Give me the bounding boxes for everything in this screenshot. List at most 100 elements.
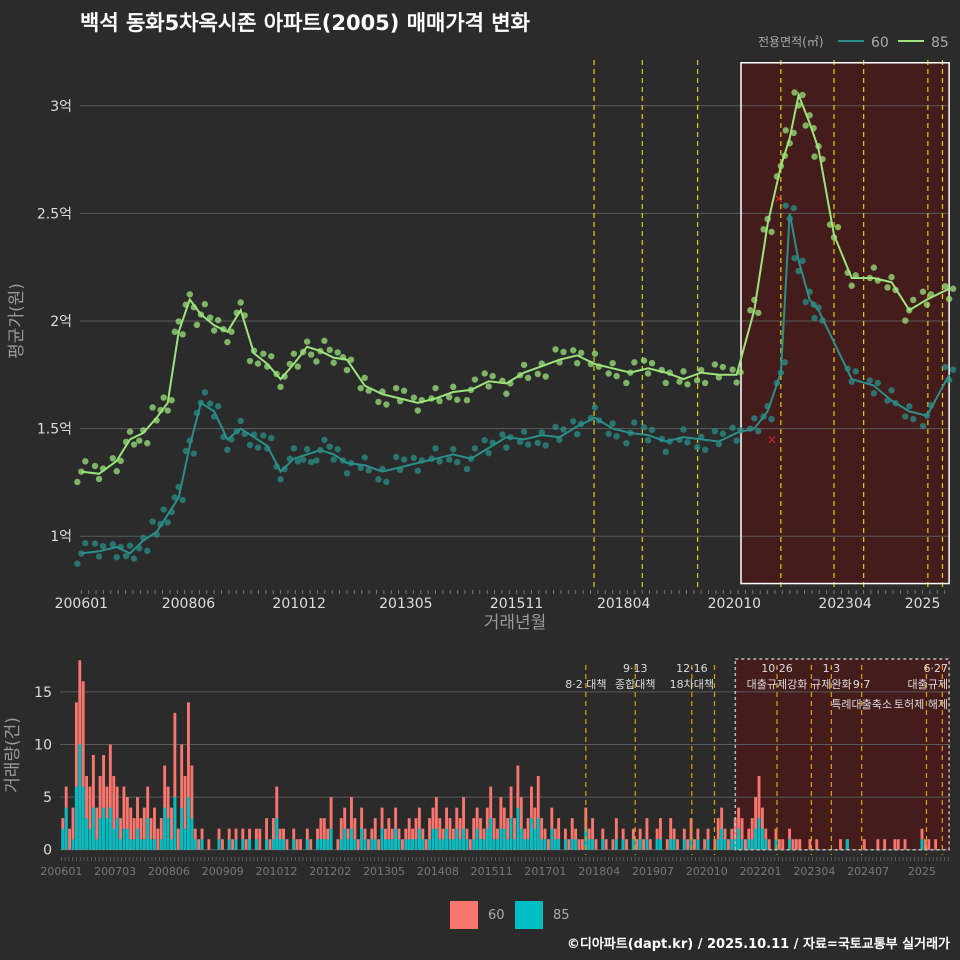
price-point-60 <box>516 438 524 446</box>
policy-annotation: 8·2 대책 <box>565 678 606 691</box>
volume-bar-60 <box>400 839 404 850</box>
price-point-85 <box>631 359 638 366</box>
price-point-85 <box>410 394 418 401</box>
price-point-60 <box>802 298 809 306</box>
price-point-85 <box>949 285 957 292</box>
policy-annotation: 종합대책 <box>615 678 655 691</box>
price-point-85 <box>919 288 927 295</box>
volume-bar-85 <box>492 839 496 850</box>
price-point-60 <box>307 458 315 466</box>
price-point-60 <box>485 449 492 457</box>
price-point-60 <box>436 458 443 465</box>
price-point-60 <box>648 426 656 434</box>
price-point-85 <box>432 384 439 392</box>
volume-bar-85 <box>394 828 398 850</box>
price-line-60 <box>81 213 950 555</box>
price-point-85 <box>884 284 891 291</box>
price-point-85 <box>414 407 422 414</box>
volume-bar-85 <box>472 839 476 850</box>
volume-bar-60 <box>153 807 156 850</box>
red-marker: × <box>774 191 784 205</box>
price-point-85 <box>768 228 775 236</box>
volume-bar-85 <box>672 839 676 850</box>
price-point-85 <box>902 317 909 324</box>
price-point-60 <box>613 433 620 440</box>
volume-bar-60 <box>367 839 370 850</box>
price-point-60 <box>609 420 616 427</box>
price-point-60 <box>149 518 156 525</box>
volume-bar-85 <box>591 839 595 850</box>
volume-bar-60 <box>557 818 561 850</box>
price-point-85 <box>290 350 298 357</box>
volume-bar-85 <box>455 828 459 850</box>
price-point-60 <box>605 430 612 437</box>
volume-bar-60 <box>934 839 938 850</box>
price-point-85 <box>609 359 616 367</box>
volume-bar-85 <box>326 839 330 850</box>
x-tick-label: 2025 <box>905 596 941 612</box>
volume-bar-85 <box>563 839 567 850</box>
volume-bar-60 <box>669 818 673 850</box>
volume-bar-85 <box>305 839 309 850</box>
volume-bar-85 <box>292 839 296 850</box>
volume-bar-85 <box>485 828 489 850</box>
volume-bar-85 <box>526 839 530 850</box>
volume-bar-60 <box>91 755 95 850</box>
price-point-60 <box>268 434 275 442</box>
price-point-60 <box>82 539 89 547</box>
price-point-60 <box>171 494 178 501</box>
y-tick-label: 2.5억 <box>37 206 72 222</box>
volume-bar-60 <box>903 839 907 850</box>
price-point-60 <box>260 432 267 439</box>
price-point-60 <box>290 445 298 452</box>
price-point-60 <box>556 436 563 443</box>
volume-bar-60 <box>519 797 523 850</box>
volume-bar-85 <box>448 839 452 850</box>
price-point-60 <box>542 442 549 449</box>
x-tick-label: 200806 <box>162 596 216 612</box>
volume-bar-60 <box>183 776 187 850</box>
price-point-60 <box>277 476 284 483</box>
price-point-60 <box>790 205 797 212</box>
volume-bar-85 <box>282 839 285 850</box>
volume-bar-85 <box>428 839 432 850</box>
price-point-60 <box>109 541 116 548</box>
price-point-60 <box>164 519 171 526</box>
volume-bar-60 <box>136 797 139 850</box>
bar-y-axis-title: 거래량(건) <box>3 717 23 793</box>
bar-x-tick-label: 200703 <box>94 865 136 878</box>
price-point-60 <box>224 446 231 453</box>
price-point-60 <box>237 417 244 425</box>
volume-bar-60 <box>448 818 452 850</box>
price-point-85 <box>623 379 630 387</box>
volume-bar-60 <box>927 839 931 850</box>
price-point-60 <box>365 467 372 474</box>
price-point-60 <box>640 424 648 431</box>
policy-annotation: 토허제 해제 <box>894 697 948 711</box>
price-point-85 <box>471 376 479 383</box>
bar-x-tick-label: 201012 <box>255 865 297 878</box>
volume-bar-60 <box>95 807 99 850</box>
price-point-60 <box>866 377 874 384</box>
volume-bar-60 <box>166 786 170 850</box>
volume-bar-60 <box>173 712 177 850</box>
price-point-60 <box>446 456 453 463</box>
volume-bar-85 <box>373 839 377 850</box>
price-point-60 <box>343 470 351 477</box>
price-point-85 <box>343 366 351 374</box>
price-point-60 <box>874 379 882 387</box>
volume-bar-85 <box>513 839 516 850</box>
x-tick-label: 202304 <box>818 596 872 612</box>
price-point-85 <box>228 328 235 335</box>
volume-bar-85 <box>523 839 527 850</box>
volume-bar-85 <box>322 839 326 850</box>
volume-bar-60 <box>299 839 302 850</box>
policy-annotation: 1·3 <box>823 662 841 675</box>
price-point-85 <box>149 404 156 411</box>
volume-bar-85 <box>404 839 408 850</box>
bar-highlight-box <box>734 658 950 851</box>
volume-bar-60 <box>119 818 122 850</box>
volume-bar-85 <box>271 839 275 850</box>
price-point-60 <box>321 436 328 443</box>
price-point-85 <box>74 478 81 486</box>
